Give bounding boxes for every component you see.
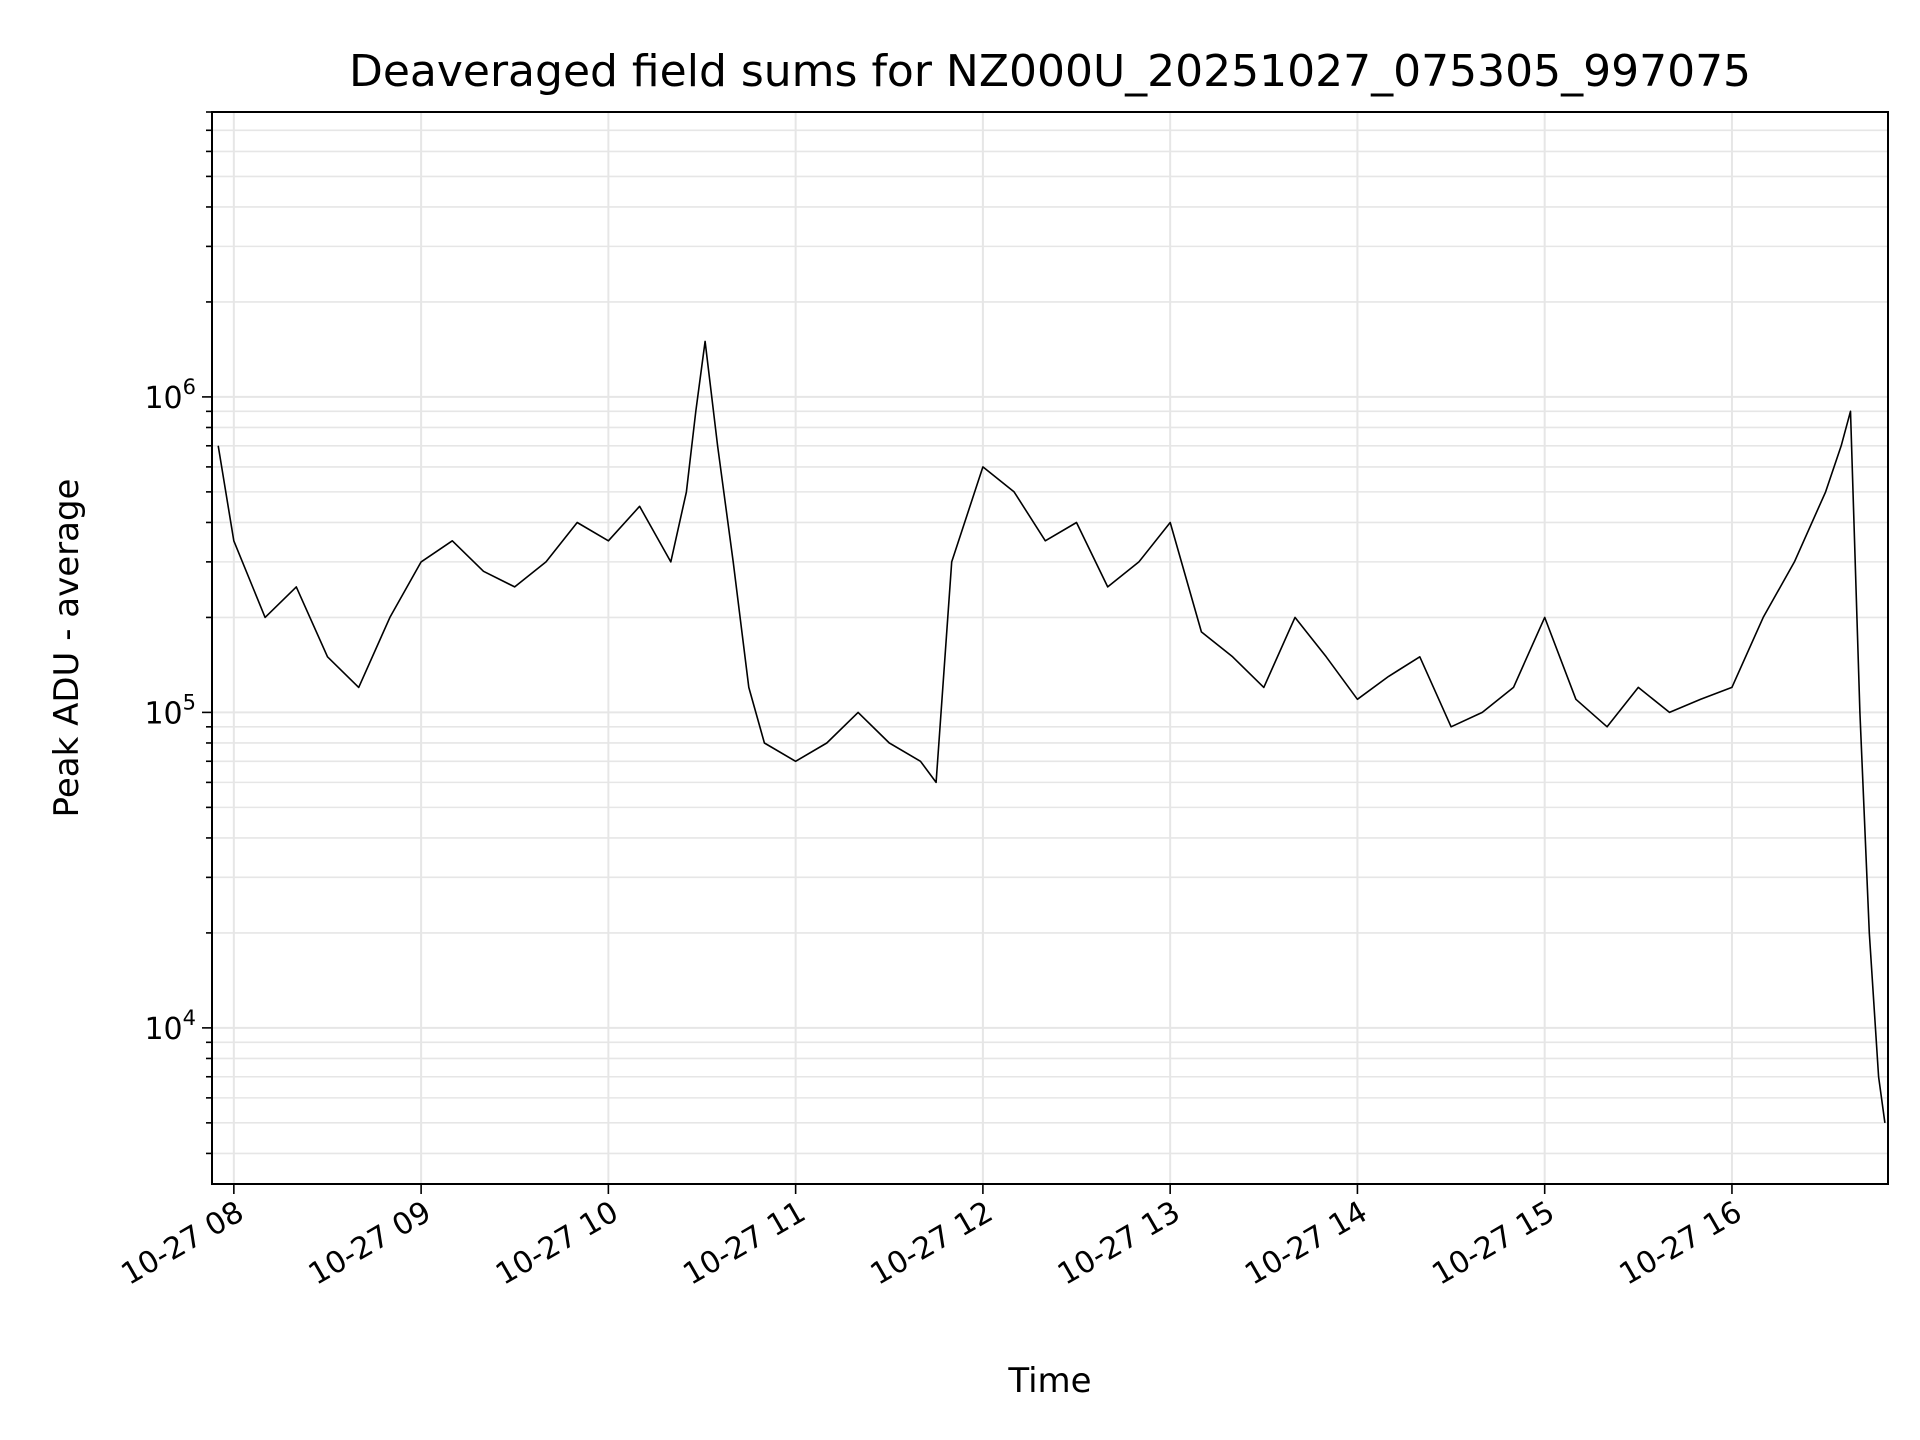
series-line — [217, 340, 1886, 1124]
y-tick-label: 105 — [144, 690, 196, 731]
y-tick-label: 104 — [144, 1006, 196, 1047]
y-axis-label: Peak ADU - average — [47, 479, 87, 818]
chart-title: Deaveraged field sums for NZ000U_2025102… — [349, 46, 1751, 97]
plot-area — [217, 340, 1886, 1124]
x-axis-label: Time — [1007, 1361, 1091, 1401]
y-tick-label: 106 — [144, 375, 196, 416]
axes-frame — [211, 111, 1889, 1185]
grid — [212, 111, 1888, 1184]
